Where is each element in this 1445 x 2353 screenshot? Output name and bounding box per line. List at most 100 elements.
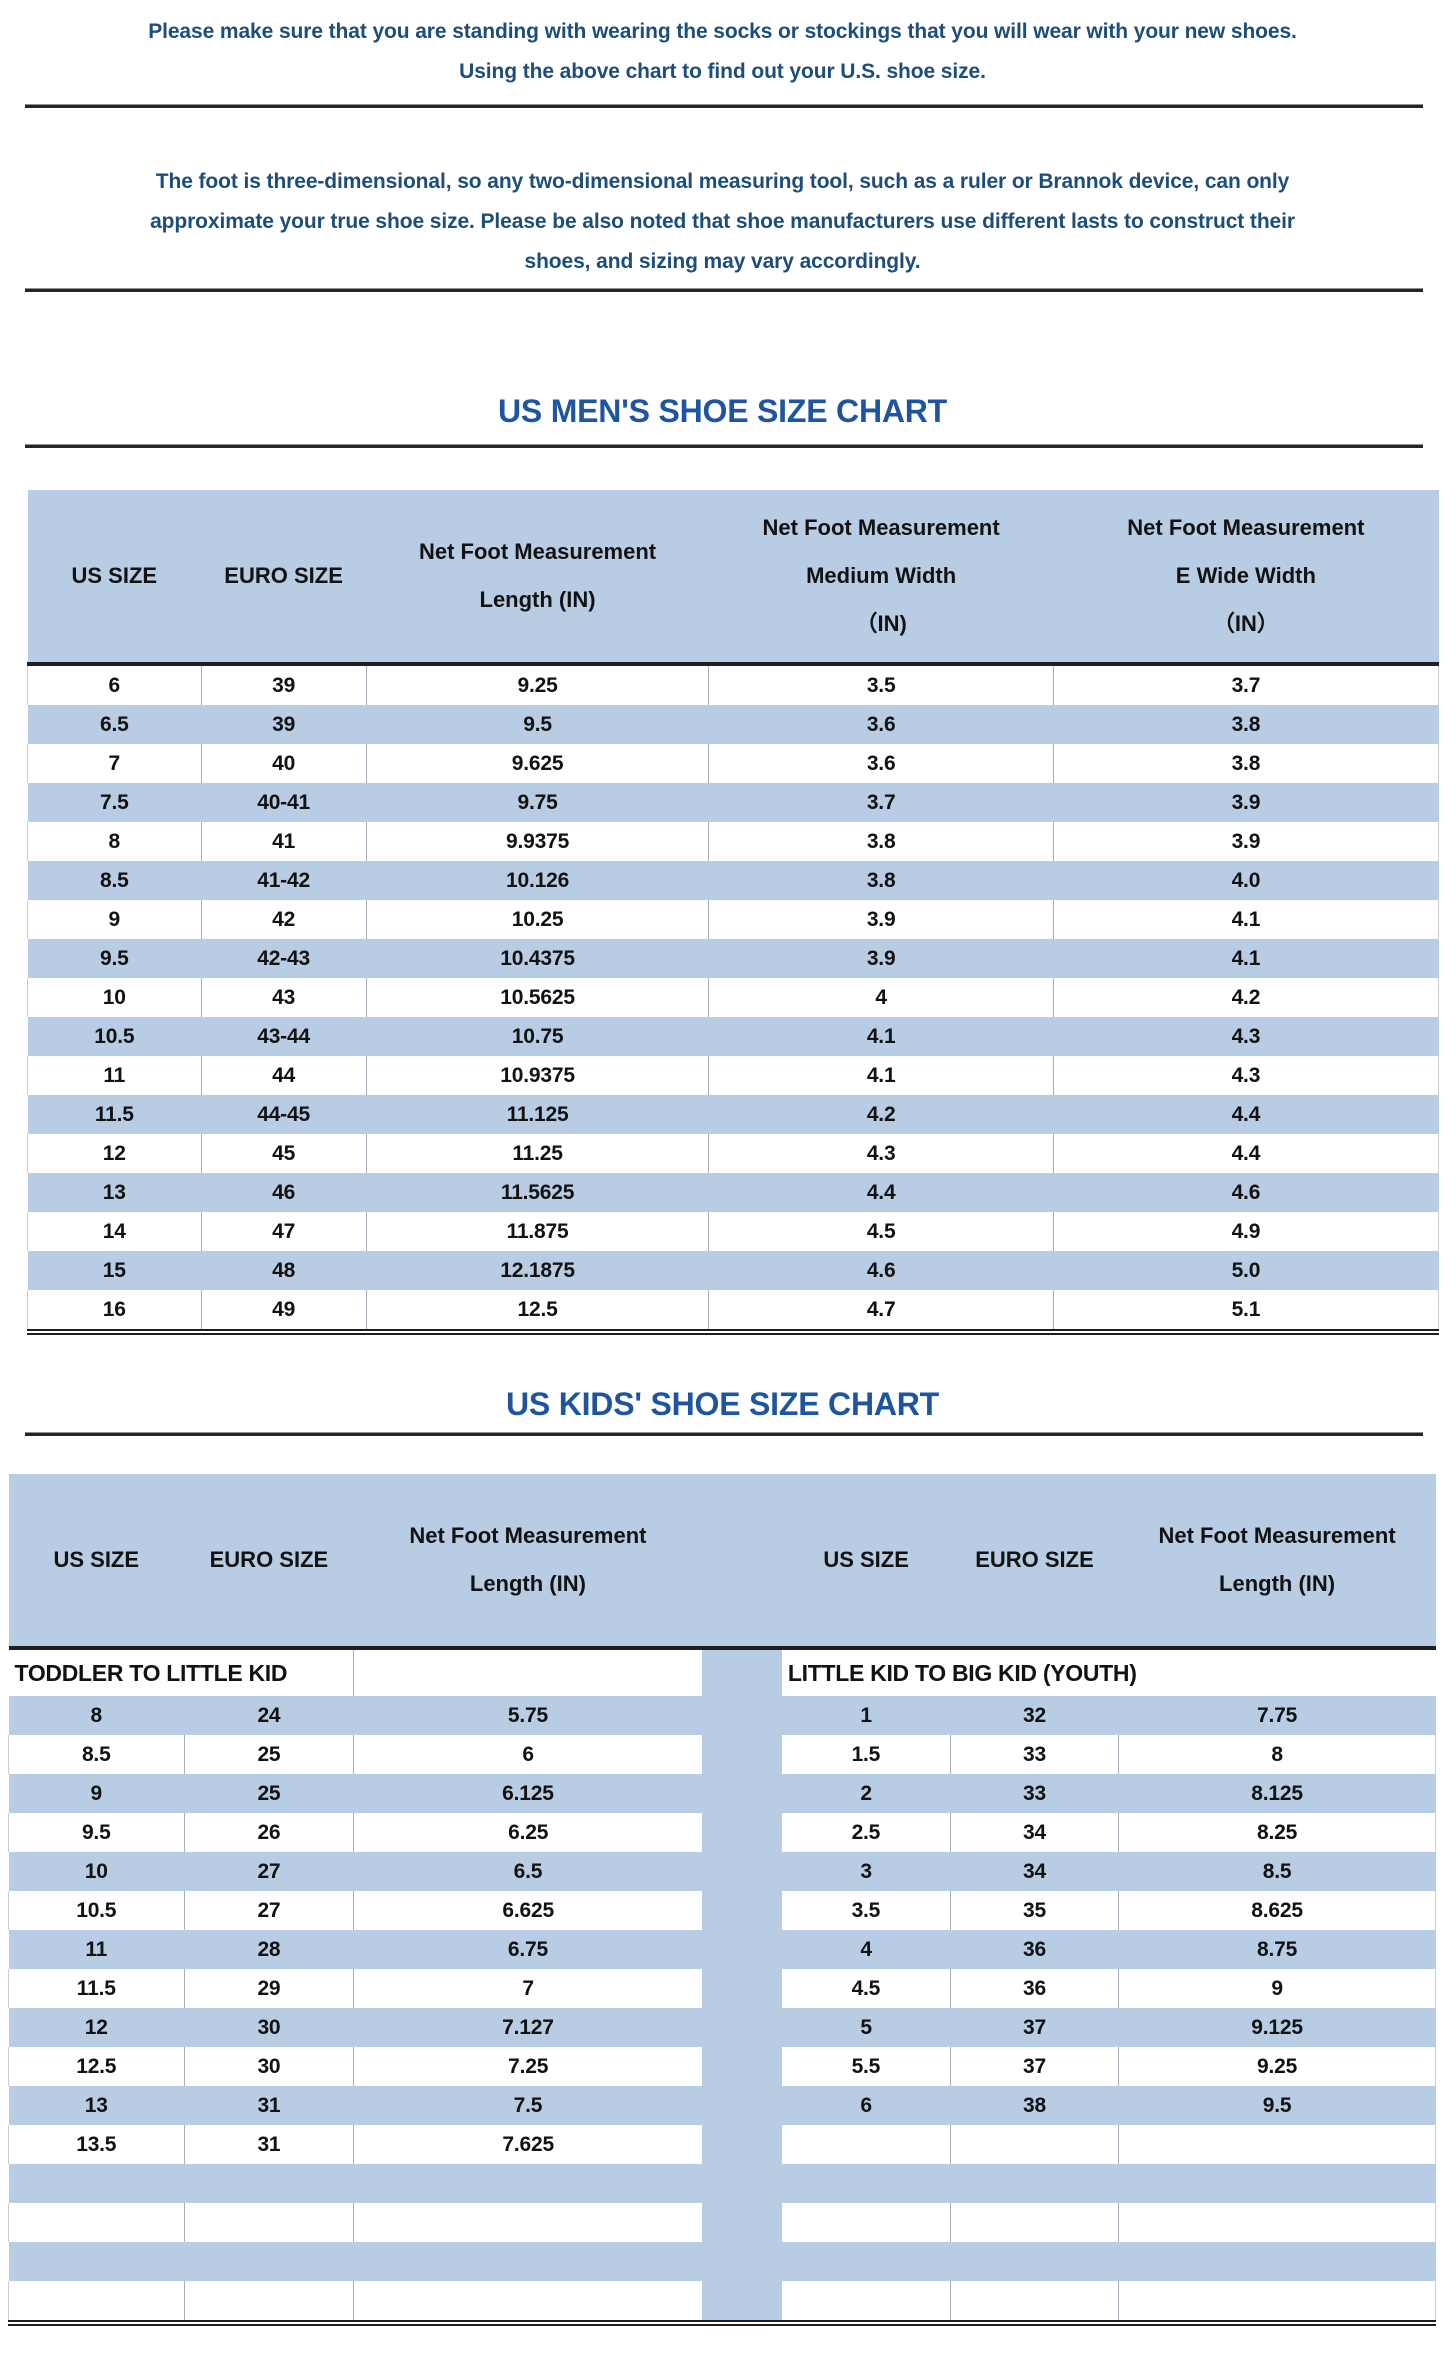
table-cell: 4.0 — [1053, 861, 1439, 900]
table-row: 13 31 7.5 6 38 9.5 — [8, 2086, 1436, 2125]
table-cell: 9.625 — [365, 744, 709, 783]
table-cell: 2 — [781, 1774, 951, 1813]
table-cell: 10 — [27, 978, 202, 1017]
table-cell: 7 — [353, 1969, 703, 2008]
column-header: US SIZE — [27, 490, 202, 666]
table-cell: 47 — [200, 1212, 367, 1251]
table-cell: 27 — [183, 1891, 354, 1930]
table-cell: 13.5 — [8, 2125, 185, 2164]
column-header: EURO SIZE — [184, 1474, 354, 1650]
table-cell: 4.7 — [708, 1290, 1054, 1332]
table-cell: 1.5 — [781, 1735, 951, 1774]
table-cell: 10.5 — [8, 1891, 185, 1930]
table-cell: 4.1 — [1052, 900, 1440, 939]
section-label-toddler: TODDLER TO LITTLE KID — [8, 1648, 354, 1696]
table-cell: 9.5 — [8, 1813, 185, 1852]
table-cell: 4.6 — [1053, 1173, 1439, 1212]
table-row: 9 25 6.125 2 33 8.125 — [8, 1774, 1436, 1813]
separator-cell — [702, 1735, 782, 1774]
table-cell: 4.1 — [1053, 939, 1439, 978]
separator-cell — [702, 1813, 782, 1852]
table-cell: 11.125 — [366, 1095, 709, 1134]
table-cell: 5.1 — [1052, 1290, 1440, 1332]
table-cell: 28 — [184, 1930, 354, 1969]
separator-cell — [702, 1474, 782, 1650]
table-cell: 3.9 — [1053, 783, 1439, 822]
table-cell: 44-45 — [201, 1095, 367, 1134]
table-cell: 43-44 — [201, 1017, 367, 1056]
table-cell: 41-42 — [201, 861, 367, 900]
table-row: 8.5 41-42 10.126 3.8 4.0 — [27, 861, 1439, 900]
column-header: Net Foot Measurement Length (IN) — [1118, 1474, 1436, 1650]
table-cell: 15 — [27, 1251, 202, 1290]
column-header: Net Foot Measurement Length (IN) — [353, 1474, 703, 1650]
table-cell: 2.5 — [781, 1813, 951, 1852]
table-row: 10.5 43-44 10.75 4.1 4.3 — [27, 1017, 1439, 1056]
table-cell: 6.625 — [353, 1891, 703, 1930]
table-cell: 3.9 — [1052, 822, 1440, 861]
table-cell: 4.4 — [708, 1173, 1054, 1212]
column-header: US SIZE — [781, 1474, 951, 1650]
table-cell — [781, 2203, 951, 2242]
table-cell: 4.4 — [1052, 1134, 1440, 1173]
table-cell: 11 — [8, 1930, 185, 1969]
separator-cell — [702, 1648, 782, 1696]
table-cell: 6 — [353, 1735, 703, 1774]
table-row: 11.5 29 7 4.5 36 9 — [8, 1969, 1436, 2008]
table-cell: 12 — [8, 2008, 185, 2047]
table-cell: 8.5 — [27, 861, 202, 900]
separator-cell — [702, 2086, 782, 2125]
table-cell: 8 — [8, 1696, 185, 1735]
section-label-youth: LITTLE KID TO BIG KID (YOUTH) — [781, 1648, 1436, 1696]
table-cell: 3.8 — [708, 861, 1054, 900]
table-cell: 34 — [949, 1813, 1119, 1852]
table-cell: 36 — [949, 1969, 1119, 2008]
table-cell: 12 — [27, 1134, 202, 1173]
table-row: 8 41 9.9375 3.8 3.9 — [27, 822, 1440, 861]
table-row — [8, 2164, 1436, 2203]
table-cell: 8 — [1118, 1735, 1436, 1774]
column-header: US SIZE — [8, 1474, 185, 1650]
table-row: 11.5 44-45 11.125 4.2 4.4 — [27, 1095, 1439, 1134]
table-cell — [8, 2242, 185, 2281]
table-row: 12 30 7.127 5 37 9.125 — [8, 2008, 1436, 2047]
table-cell: 6.5 — [353, 1852, 703, 1891]
table-cell: 3.9 — [708, 900, 1054, 939]
mens-chart-title: US MEN'S SHOE SIZE CHART — [497, 393, 948, 429]
table-cell — [184, 2242, 354, 2281]
divider-3 — [25, 444, 1423, 448]
table-cell: 6.75 — [353, 1930, 703, 1969]
table-cell: 3.7 — [1052, 664, 1440, 705]
table-cell: 35 — [949, 1891, 1119, 1930]
table-row: 8 24 5.75 1 32 7.75 — [8, 1696, 1436, 1735]
table-cell: 12.5 — [365, 1290, 709, 1332]
table-row: 8.5 25 6 1.5 33 8 — [8, 1735, 1436, 1774]
table-cell: 40 — [200, 744, 367, 783]
table-row: 12 45 11.25 4.3 4.4 — [27, 1134, 1440, 1173]
table-cell — [184, 2164, 354, 2203]
table-cell: 10.5 — [27, 1017, 202, 1056]
table-cell: 3 — [781, 1852, 951, 1891]
table-cell — [781, 2242, 951, 2281]
table-cell — [353, 2164, 703, 2203]
table-cell: 4.4 — [1053, 1095, 1439, 1134]
table-cell: 4.2 — [1052, 978, 1440, 1017]
table-cell: 39 — [200, 664, 367, 705]
table-cell: 16 — [27, 1290, 202, 1332]
table-cell: 8 — [27, 822, 202, 861]
table-cell: 6 — [27, 664, 202, 705]
table-cell: 9.5 — [366, 705, 709, 744]
note-paragraph: The foot is three-dimensional, so any tw… — [150, 170, 1295, 273]
table-cell — [1118, 2125, 1436, 2164]
table-cell — [949, 2125, 1119, 2164]
table-cell — [950, 2242, 1119, 2281]
table-cell: 31 — [183, 2125, 354, 2164]
table-cell: 49 — [200, 1290, 367, 1332]
table-cell: 3.5 — [708, 664, 1054, 705]
table-cell: 4.1 — [708, 1017, 1054, 1056]
table-cell — [781, 2164, 951, 2203]
table-cell — [353, 2242, 703, 2281]
table-cell: 40-41 — [201, 783, 367, 822]
table-cell: 3.6 — [708, 705, 1054, 744]
